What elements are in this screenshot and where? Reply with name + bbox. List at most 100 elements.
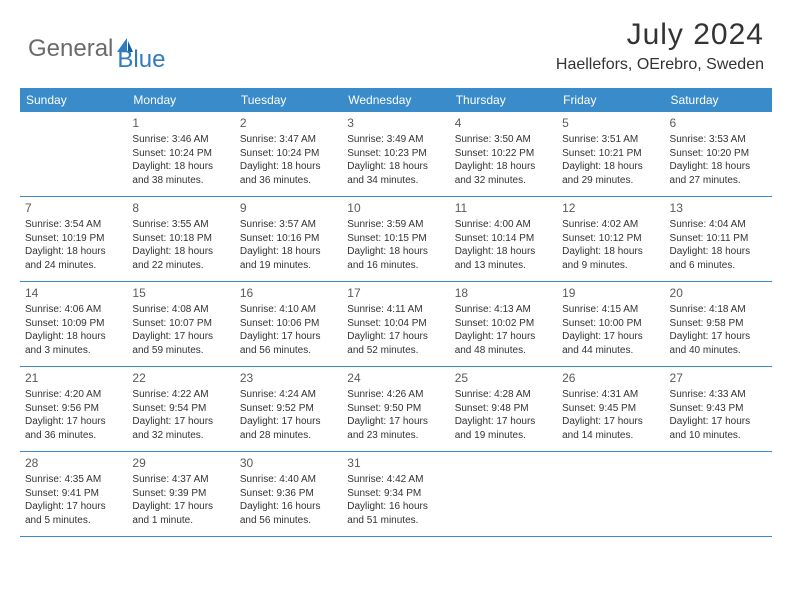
daylight-text: Daylight: 17 hours: [240, 415, 337, 429]
daylight-text: Daylight: 18 hours: [240, 245, 337, 259]
daylight-text: Daylight: 17 hours: [455, 330, 552, 344]
sunrise-text: Sunrise: 4:22 AM: [132, 388, 229, 402]
daylight-text: Daylight: 18 hours: [132, 160, 229, 174]
day-cell: 22Sunrise: 4:22 AMSunset: 9:54 PMDayligh…: [127, 367, 234, 451]
day-cell: 19Sunrise: 4:15 AMSunset: 10:00 PMDaylig…: [557, 282, 664, 366]
daylight-text: and 32 minutes.: [132, 429, 229, 443]
sunset-text: Sunset: 10:24 PM: [240, 147, 337, 161]
day-cell: 1Sunrise: 3:46 AMSunset: 10:24 PMDayligh…: [127, 112, 234, 196]
day-cell: 7Sunrise: 3:54 AMSunset: 10:19 PMDayligh…: [20, 197, 127, 281]
sunset-text: Sunset: 10:23 PM: [347, 147, 444, 161]
daylight-text: Daylight: 17 hours: [132, 415, 229, 429]
day-number: 19: [562, 285, 659, 301]
day-number: 21: [25, 370, 122, 386]
sunrise-text: Sunrise: 3:51 AM: [562, 133, 659, 147]
sunrise-text: Sunrise: 4:33 AM: [670, 388, 767, 402]
day-number: 31: [347, 455, 444, 471]
day-number: 3: [347, 115, 444, 131]
sunset-text: Sunset: 9:36 PM: [240, 487, 337, 501]
daylight-text: Daylight: 16 hours: [347, 500, 444, 514]
daylight-text: and 19 minutes.: [240, 259, 337, 273]
daylight-text: Daylight: 17 hours: [240, 330, 337, 344]
sunrise-text: Sunrise: 4:28 AM: [455, 388, 552, 402]
daylight-text: Daylight: 17 hours: [347, 415, 444, 429]
day-cell: 26Sunrise: 4:31 AMSunset: 9:45 PMDayligh…: [557, 367, 664, 451]
day-number: 15: [132, 285, 229, 301]
day-number: 5: [562, 115, 659, 131]
daylight-text: and 24 minutes.: [25, 259, 122, 273]
daylight-text: and 38 minutes.: [132, 174, 229, 188]
day-cell: 18Sunrise: 4:13 AMSunset: 10:02 PMDaylig…: [450, 282, 557, 366]
sunrise-text: Sunrise: 3:46 AM: [132, 133, 229, 147]
sunrise-text: Sunrise: 3:47 AM: [240, 133, 337, 147]
day-number: 13: [670, 200, 767, 216]
day-number: 22: [132, 370, 229, 386]
daylight-text: and 5 minutes.: [25, 514, 122, 528]
week-row: 14Sunrise: 4:06 AMSunset: 10:09 PMDaylig…: [20, 282, 772, 367]
sunrise-text: Sunrise: 4:31 AM: [562, 388, 659, 402]
sunrise-text: Sunrise: 4:08 AM: [132, 303, 229, 317]
sunrise-text: Sunrise: 3:55 AM: [132, 218, 229, 232]
daylight-text: and 56 minutes.: [240, 344, 337, 358]
sunrise-text: Sunrise: 3:54 AM: [25, 218, 122, 232]
daylight-text: and 23 minutes.: [347, 429, 444, 443]
sunset-text: Sunset: 10:06 PM: [240, 317, 337, 331]
sunset-text: Sunset: 9:45 PM: [562, 402, 659, 416]
day-number: 29: [132, 455, 229, 471]
daylight-text: Daylight: 17 hours: [562, 415, 659, 429]
day-cell: 13Sunrise: 4:04 AMSunset: 10:11 PMDaylig…: [665, 197, 772, 281]
week-row: 1 Sunrise: 3:46 AM Sunset: 10:24 PM Dayligh…: [20, 112, 772, 197]
day-cell: 3Sunrise: 3:49 AMSunset: 10:23 PMDayligh…: [342, 112, 449, 196]
daylight-text: Daylight: 18 hours: [670, 245, 767, 259]
day-cell: 20Sunrise: 4:18 AMSunset: 9:58 PMDayligh…: [665, 282, 772, 366]
day-number: 1: [132, 115, 229, 131]
day-cell: 29Sunrise: 4:37 AMSunset: 9:39 PMDayligh…: [127, 452, 234, 536]
month-title: July 2024: [556, 18, 764, 52]
daylight-text: and 40 minutes.: [670, 344, 767, 358]
day-cell: 15Sunrise: 4:08 AMSunset: 10:07 PMDaylig…: [127, 282, 234, 366]
daylight-text: Daylight: 18 hours: [347, 160, 444, 174]
daylight-text: Daylight: 18 hours: [562, 245, 659, 259]
weekday-header: Friday: [557, 88, 664, 112]
day-number: 7: [25, 200, 122, 216]
empty-cell: [20, 112, 127, 196]
empty-cell: [557, 452, 664, 536]
day-number: 30: [240, 455, 337, 471]
daylight-text: Daylight: 17 hours: [670, 415, 767, 429]
day-cell: 2Sunrise: 3:47 AMSunset: 10:24 PMDayligh…: [235, 112, 342, 196]
day-cell: 23Sunrise: 4:24 AMSunset: 9:52 PMDayligh…: [235, 367, 342, 451]
daylight-text: and 36 minutes.: [25, 429, 122, 443]
sunrise-text: Sunrise: 4:40 AM: [240, 473, 337, 487]
sunset-text: Sunset: 10:00 PM: [562, 317, 659, 331]
daylight-text: and 27 minutes.: [670, 174, 767, 188]
weekday-header: Thursday: [450, 88, 557, 112]
daylight-text: and 16 minutes.: [347, 259, 444, 273]
daylight-text: and 52 minutes.: [347, 344, 444, 358]
day-cell: 4Sunrise: 3:50 AMSunset: 10:22 PMDayligh…: [450, 112, 557, 196]
sunrise-text: Sunrise: 4:37 AM: [132, 473, 229, 487]
day-number: 9: [240, 200, 337, 216]
sunset-text: Sunset: 10:15 PM: [347, 232, 444, 246]
day-cell: 24Sunrise: 4:26 AMSunset: 9:50 PMDayligh…: [342, 367, 449, 451]
daylight-text: and 48 minutes.: [455, 344, 552, 358]
sunset-text: Sunset: 9:56 PM: [25, 402, 122, 416]
daylight-text: Daylight: 17 hours: [347, 330, 444, 344]
daylight-text: Daylight: 17 hours: [25, 500, 122, 514]
daylight-text: and 59 minutes.: [132, 344, 229, 358]
day-cell: 28Sunrise: 4:35 AMSunset: 9:41 PMDayligh…: [20, 452, 127, 536]
daylight-text: Daylight: 17 hours: [455, 415, 552, 429]
day-number: 18: [455, 285, 552, 301]
day-cell: 21Sunrise: 4:20 AMSunset: 9:56 PMDayligh…: [20, 367, 127, 451]
daylight-text: Daylight: 18 hours: [455, 245, 552, 259]
sunset-text: Sunset: 9:58 PM: [670, 317, 767, 331]
daylight-text: Daylight: 18 hours: [562, 160, 659, 174]
sunrise-text: Sunrise: 4:10 AM: [240, 303, 337, 317]
daylight-text: and 34 minutes.: [347, 174, 444, 188]
daylight-text: Daylight: 16 hours: [240, 500, 337, 514]
day-number: 6: [670, 115, 767, 131]
sunset-text: Sunset: 9:50 PM: [347, 402, 444, 416]
sunset-text: Sunset: 10:14 PM: [455, 232, 552, 246]
daylight-text: and 51 minutes.: [347, 514, 444, 528]
sunset-text: Sunset: 10:16 PM: [240, 232, 337, 246]
sunrise-text: Sunrise: 3:53 AM: [670, 133, 767, 147]
